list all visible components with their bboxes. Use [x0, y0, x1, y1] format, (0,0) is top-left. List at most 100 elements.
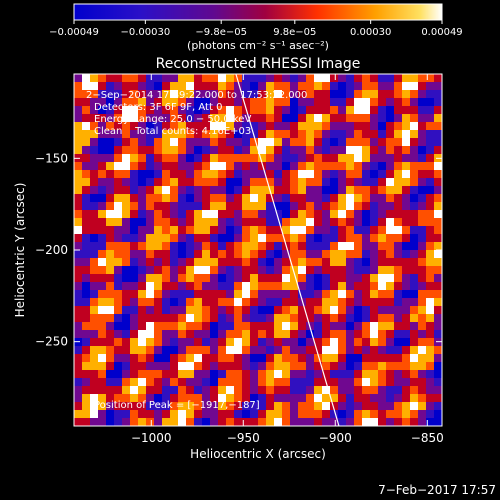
heatmap-cell: [130, 410, 138, 418]
heatmap-cell: [162, 130, 170, 138]
heatmap-cell: [410, 202, 418, 210]
heatmap-cell: [258, 314, 266, 322]
heatmap-cell: [90, 298, 98, 306]
heatmap-cell: [418, 362, 426, 370]
heatmap-cell: [322, 306, 330, 314]
heatmap-cell: [274, 306, 282, 314]
heatmap-cell: [146, 354, 154, 362]
heatmap-cell: [386, 218, 394, 226]
heatmap-cell: [410, 370, 418, 378]
heatmap-cell: [346, 370, 354, 378]
heatmap-cell: [162, 346, 170, 354]
heatmap-cell: [402, 74, 410, 82]
heatmap-cell: [434, 106, 442, 114]
heatmap-cell: [362, 146, 370, 154]
heatmap-cell: [242, 194, 250, 202]
heatmap-cell: [346, 154, 354, 162]
heatmap-cell: [130, 186, 138, 194]
heatmap-cell: [170, 130, 178, 138]
heatmap-cell: [194, 106, 202, 114]
heatmap-cell: [98, 74, 106, 82]
heatmap-cell: [178, 322, 186, 330]
heatmap-cell: [90, 410, 98, 418]
heatmap-cell: [186, 410, 194, 418]
heatmap-cell: [370, 162, 378, 170]
heatmap-cell: [330, 274, 338, 282]
heatmap-cell: [394, 250, 402, 258]
heatmap-cell: [298, 378, 306, 386]
footer-timestamp: 7−Feb−2017 17:57: [378, 483, 496, 497]
heatmap-cell: [98, 250, 106, 258]
heatmap-cell: [386, 386, 394, 394]
heatmap-cell: [362, 74, 370, 82]
heatmap-cell: [226, 218, 234, 226]
heatmap-cell: [330, 370, 338, 378]
heatmap-cell: [154, 330, 162, 338]
heatmap-cell: [258, 290, 266, 298]
heatmap-cell: [162, 194, 170, 202]
heatmap-cell: [226, 154, 234, 162]
heatmap-cell: [274, 402, 282, 410]
heatmap-cell: [338, 298, 346, 306]
heatmap-cell: [274, 130, 282, 138]
heatmap-cell: [282, 338, 290, 346]
heatmap-cell: [354, 338, 362, 346]
heatmap-cell: [258, 194, 266, 202]
heatmap-cell: [434, 122, 442, 130]
heatmap-cell: [138, 242, 146, 250]
x-tick-label: −1000: [131, 431, 172, 445]
heatmap-cell: [242, 410, 250, 418]
heatmap-cell: [130, 138, 138, 146]
heatmap-cell: [338, 210, 346, 218]
heatmap-cell: [362, 82, 370, 90]
heatmap-cell: [266, 106, 274, 114]
heatmap-cell: [418, 330, 426, 338]
heatmap-cell: [402, 290, 410, 298]
heatmap-cell: [202, 74, 210, 82]
heatmap-cell: [426, 154, 434, 162]
heatmap-cell: [434, 306, 442, 314]
heatmap-cell: [314, 402, 322, 410]
heatmap-cell: [98, 98, 106, 106]
heatmap-cell: [386, 170, 394, 178]
heatmap-cell: [258, 234, 266, 242]
heatmap-cell: [306, 314, 314, 322]
heatmap-cell: [242, 266, 250, 274]
heatmap-cell: [98, 378, 106, 386]
heatmap-cell: [274, 394, 282, 402]
heatmap-cell: [402, 274, 410, 282]
heatmap-cell: [258, 386, 266, 394]
heatmap-cell: [178, 226, 186, 234]
heatmap-cell: [146, 338, 154, 346]
heatmap-cell: [154, 386, 162, 394]
heatmap-cell: [90, 394, 98, 402]
heatmap-cell: [290, 90, 298, 98]
heatmap-cell: [74, 258, 82, 266]
heatmap-cell: [402, 154, 410, 162]
heatmap-cell: [218, 234, 226, 242]
heatmap-cell: [186, 362, 194, 370]
heatmap-cell: [162, 378, 170, 386]
heatmap-cell: [338, 346, 346, 354]
heatmap-cell: [82, 378, 90, 386]
heatmap-cell: [130, 378, 138, 386]
heatmap-cell: [138, 226, 146, 234]
heatmap-cell: [186, 114, 194, 122]
heatmap-cell: [402, 282, 410, 290]
heatmap-cell: [274, 218, 282, 226]
solar-limb-line: [235, 73, 340, 427]
heatmap-cell: [154, 362, 162, 370]
heatmap-cell: [106, 410, 114, 418]
heatmap-cell: [282, 74, 290, 82]
heatmap-cell: [218, 394, 226, 402]
heatmap-cell: [162, 114, 170, 122]
heatmap-cell: [106, 314, 114, 322]
heatmap-cell: [170, 370, 178, 378]
heatmap-cell: [426, 210, 434, 218]
heatmap-cell: [202, 362, 210, 370]
heatmap-cell: [314, 370, 322, 378]
heatmap-cell: [186, 314, 194, 322]
heatmap-cell: [370, 218, 378, 226]
heatmap-cell: [378, 330, 386, 338]
heatmap-cell: [146, 362, 154, 370]
